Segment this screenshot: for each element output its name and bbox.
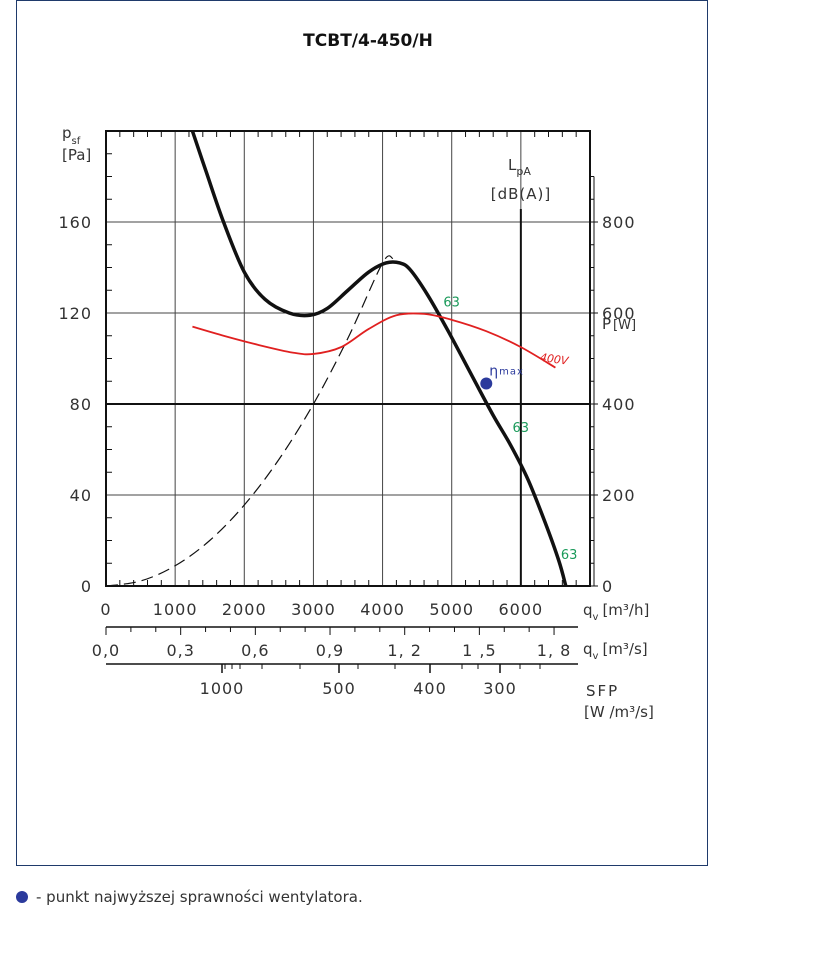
series-pressure [190,131,568,586]
tick-label-sfp: 400 [413,679,447,698]
lpa-marker-label: 63 [443,296,460,311]
tick-label-x: 4000 [360,600,405,619]
series [106,131,568,586]
tick-label-sfp: 1000 [200,679,245,698]
axis-unit-y2: [W] [613,318,636,333]
tick-label-x: 2000 [222,600,267,619]
tick-label-x2: 0,6 [241,641,269,660]
axis-unit-y: [Pa] [62,146,91,164]
legend: - punkt najwyższej sprawności wentylator… [16,888,363,906]
axis-unit-x: [m³/h] [602,601,649,619]
lpa-label: LpA [508,156,531,178]
tick-label-y2: 200 [602,486,636,505]
axis-unit-x2: [m³/s] [602,640,647,658]
lpa-label-sub: pA [516,165,531,178]
axis-label-y: psf [62,124,81,147]
tick-label-y: 0 [81,577,92,596]
tick-label-x: 6000 [498,600,543,619]
tick-label-x2: 1, 8 [537,641,572,660]
tick-label-x: 1000 [153,600,198,619]
tick-label-sfp: 500 [322,679,356,698]
tick-label-x: 5000 [429,600,474,619]
efficiency-point-icon [16,891,28,903]
axes [105,130,598,673]
series-system [106,255,394,586]
series-label-400v: 400V [539,351,571,368]
axis-label-sfp: SFP [586,682,619,700]
tick-label-y: 80 [70,395,92,414]
series-power [192,312,556,369]
tick-label-x2: 0,3 [166,641,194,660]
axis-label-y-sub: sf [72,136,81,147]
chart-title: TCBT/4-450/H [303,31,433,51]
tick-label-x2: 1, 2 [387,641,422,660]
eta-max-point [480,377,493,390]
tick-label-y2: 800 [602,213,636,232]
eta-max-label: ηmax [489,364,524,380]
tick-label-y2: 0 [602,577,613,596]
tick-label-x2: 0,0 [92,641,120,660]
legend-text: - punkt najwyższej sprawności wentylator… [36,888,363,906]
eta-max-label-sub: max [499,367,524,378]
tick-label-y: 40 [70,486,92,505]
chart-frame [16,0,708,866]
tick-label-sfp: 300 [483,679,517,698]
axis-label-x-sub: v [593,612,599,623]
axis-label-x2: qv [m³/s] [583,640,648,662]
lpa-unit: [dB(A)] [491,185,551,203]
grid [106,131,590,586]
lpa-marker-label: 63 [512,421,529,436]
tick-label-y: 120 [58,304,92,323]
tick-label-y2: 600 [602,304,636,323]
tick-label-y: 160 [58,213,92,232]
tick-label-x: 0 [100,600,111,619]
axis-label-x: qv [m³/h] [583,601,649,623]
axis-unit-sfp: [W /m³/s] [584,703,654,721]
tick-label-y2: 400 [602,395,636,414]
lpa-marker-label: 63 [561,548,578,563]
tick-label-x: 3000 [291,600,336,619]
axis-label-x2-sub: v [593,651,599,662]
tick-label-x2: 0,9 [316,641,344,660]
tick-label-x2: 1 ,5 [462,641,497,660]
axis-label-y2: P [W] [602,315,636,333]
